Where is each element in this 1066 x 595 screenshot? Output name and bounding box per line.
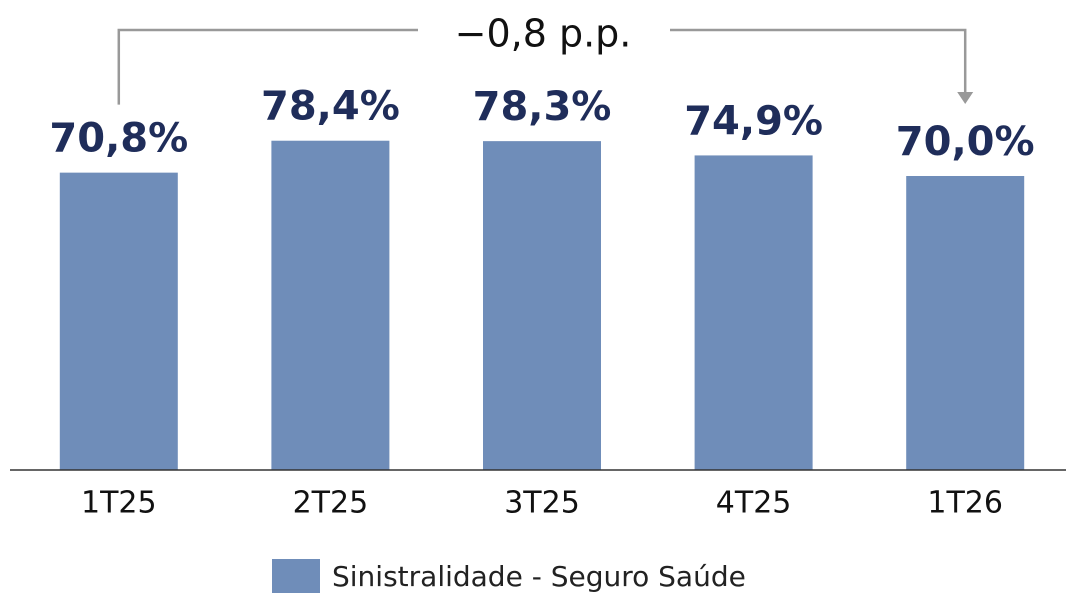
bar — [59, 172, 178, 470]
bar — [271, 140, 390, 470]
legend-swatch — [272, 559, 320, 593]
legend-label: Sinistralidade - Seguro Saúde — [332, 560, 746, 593]
value-label: 78,4% — [261, 84, 400, 130]
x-tick-label: 1T26 — [927, 486, 1003, 521]
bracket — [117, 28, 967, 105]
bar — [906, 176, 1025, 470]
x-tick-label: 1T25 — [81, 486, 157, 521]
x-tick-label: 4T25 — [716, 486, 792, 521]
bracket-arrow — [957, 92, 974, 104]
bar — [483, 141, 601, 470]
bar — [694, 155, 813, 471]
x-tick-label: 3T25 — [504, 486, 580, 521]
annotation: −0,8 p.p. — [455, 12, 632, 56]
value-label: 74,9% — [684, 98, 823, 144]
x-tick-label: 2T25 — [293, 486, 369, 521]
value-label: 78,3% — [473, 84, 612, 130]
value-label: 70,8% — [49, 116, 188, 162]
value-label: 70,0% — [896, 119, 1035, 165]
